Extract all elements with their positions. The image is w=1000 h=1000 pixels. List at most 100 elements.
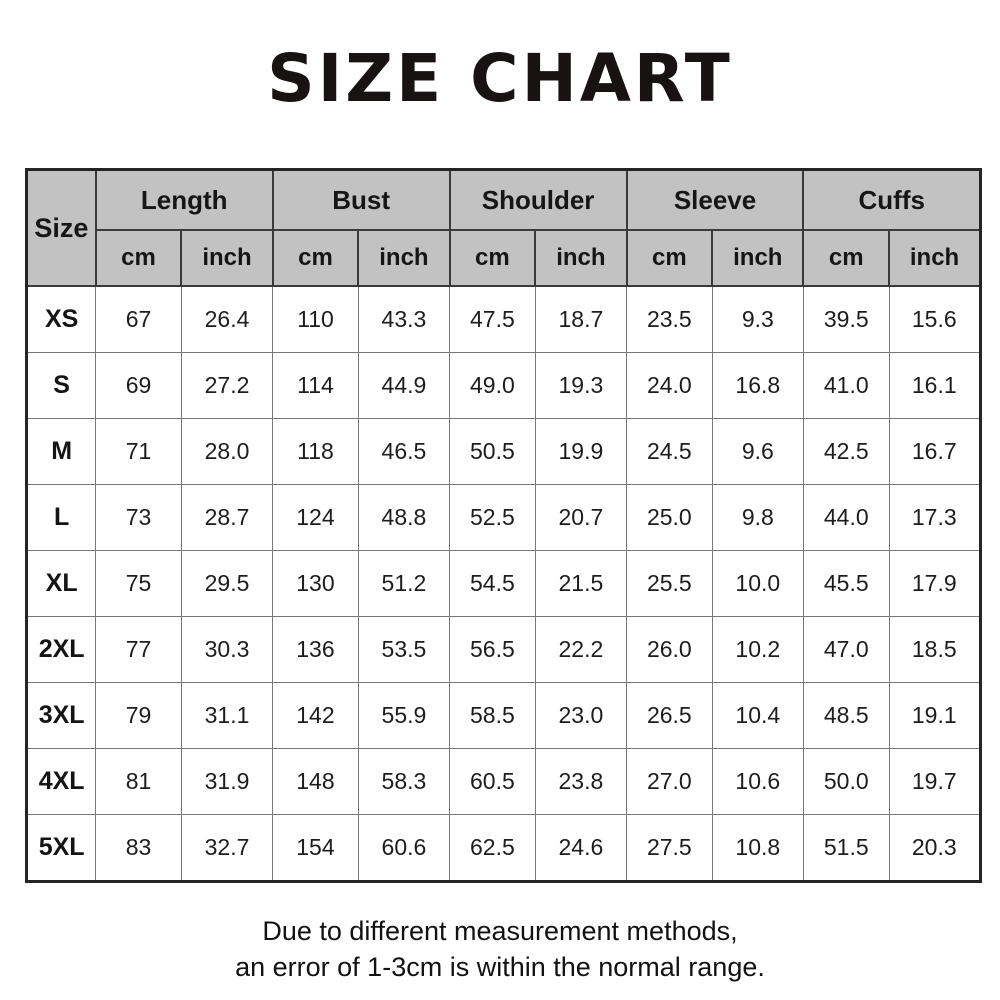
measurement-value: 10.0	[711, 550, 804, 617]
unit-header-inch: inch	[357, 229, 451, 287]
measurement-value: 23.5	[626, 285, 713, 353]
measurement-value: 25.0	[626, 484, 713, 551]
table-row: XL 75 29.5 130 51.2 54.5 21.5 25.5 10.0 …	[25, 550, 982, 617]
measurement-value: 49.0	[449, 352, 536, 419]
measurement-value: 23.0	[534, 682, 628, 749]
measurement-value: 55.9	[357, 682, 451, 749]
measurement-value: 142	[272, 682, 359, 749]
measurement-value: 46.5	[357, 418, 451, 485]
measurement-value: 54.5	[449, 550, 536, 617]
measurement-value: 41.0	[802, 352, 890, 419]
measurement-value: 83	[95, 814, 182, 882]
measurement-value: 130	[272, 550, 359, 617]
measurement-value: 19.3	[534, 352, 628, 419]
measurement-value: 110	[272, 285, 359, 353]
measurement-value: 24.6	[534, 814, 628, 882]
measurement-value: 26.0	[626, 616, 713, 683]
measurement-value: 47.0	[802, 616, 890, 683]
measurement-value: 58.5	[449, 682, 536, 749]
unit-header-inch: inch	[180, 229, 274, 287]
measurement-value: 69	[95, 352, 182, 419]
row-size-label: M	[25, 418, 97, 485]
measurement-value: 124	[272, 484, 359, 551]
measurement-value: 10.6	[711, 748, 804, 815]
measurement-value: 136	[272, 616, 359, 683]
unit-header-cm: cm	[625, 229, 714, 287]
measurement-value: 9.3	[711, 285, 804, 353]
disclaimer-line-2: an error of 1-3cm is within the normal r…	[235, 952, 765, 982]
measurement-value: 31.1	[180, 682, 274, 749]
measurement-value: 62.5	[449, 814, 536, 882]
measurement-value: 44.9	[357, 352, 451, 419]
measurement-value: 81	[95, 748, 182, 815]
measurement-value: 24.5	[626, 418, 713, 485]
measurement-value: 27.0	[626, 748, 713, 815]
table-body: XS 67 26.4 110 43.3 47.5 18.7 23.5 9.3 3…	[25, 285, 982, 882]
measurement-value: 39.5	[802, 285, 890, 353]
measurement-value: 51.2	[357, 550, 451, 617]
measurement-value: 10.4	[711, 682, 804, 749]
measurement-value: 30.3	[180, 616, 274, 683]
unit-header-cm: cm	[271, 229, 360, 287]
measurement-value: 73	[95, 484, 182, 551]
measurement-value: 60.5	[449, 748, 536, 815]
measurement-value: 47.5	[449, 285, 536, 353]
row-size-label: 2XL	[25, 616, 97, 683]
measurement-value: 27.5	[626, 814, 713, 882]
header-group-bust: Bust	[271, 168, 451, 231]
measurement-value: 48.8	[357, 484, 451, 551]
header-size: Size	[25, 168, 97, 287]
measurement-value: 77	[95, 616, 182, 683]
measurement-value: 42.5	[802, 418, 890, 485]
row-size-label: XS	[25, 285, 97, 353]
size-chart-table-container: Size Length Bust Shoulder Sleeve Cuffs c…	[25, 168, 982, 883]
measurement-value: 79	[95, 682, 182, 749]
measurement-value: 9.8	[711, 484, 804, 551]
row-size-label: 5XL	[25, 814, 97, 882]
measurement-value: 19.9	[534, 418, 628, 485]
header-group-sleeve: Sleeve	[625, 168, 805, 231]
unit-header-cm: cm	[448, 229, 537, 287]
table-row: 3XL 79 31.1 142 55.9 58.5 23.0 26.5 10.4…	[25, 682, 982, 749]
measurement-value: 114	[272, 352, 359, 419]
row-size-label: XL	[25, 550, 97, 617]
table-row: M 71 28.0 118 46.5 50.5 19.9 24.5 9.6 42…	[25, 418, 982, 485]
measurement-value: 26.4	[180, 285, 274, 353]
table-header: Size Length Bust Shoulder Sleeve Cuffs c…	[25, 168, 982, 287]
size-chart-table: Size Length Bust Shoulder Sleeve Cuffs c…	[25, 168, 982, 883]
header-group-length: Length	[94, 168, 274, 231]
measurement-value: 31.9	[180, 748, 274, 815]
measurement-value: 19.1	[888, 682, 982, 749]
measurement-value: 29.5	[180, 550, 274, 617]
measurement-value: 43.3	[357, 285, 451, 353]
measurement-value: 17.3	[888, 484, 982, 551]
measurement-value: 58.3	[357, 748, 451, 815]
measurement-value: 154	[272, 814, 359, 882]
measurement-value: 50.0	[802, 748, 890, 815]
measurement-value: 10.8	[711, 814, 804, 882]
table-row: 4XL 81 31.9 148 58.3 60.5 23.8 27.0 10.6…	[25, 748, 982, 815]
measurement-value: 148	[272, 748, 359, 815]
measurement-value: 16.7	[888, 418, 982, 485]
row-size-label: 4XL	[25, 748, 97, 815]
measurement-value: 24.0	[626, 352, 713, 419]
measurement-value: 20.7	[534, 484, 628, 551]
table-row: XS 67 26.4 110 43.3 47.5 18.7 23.5 9.3 3…	[25, 285, 982, 353]
row-size-label: L	[25, 484, 97, 551]
header-group-shoulder: Shoulder	[448, 168, 628, 231]
row-size-label: S	[25, 352, 97, 419]
measurement-value: 22.2	[534, 616, 628, 683]
table-row: 5XL 83 32.7 154 60.6 62.5 24.6 27.5 10.8…	[25, 814, 982, 882]
header-unit-row: cm inch cm inch cm inch cm inch cm inch	[27, 229, 982, 287]
measurement-value: 67	[95, 285, 182, 353]
measurement-value: 56.5	[449, 616, 536, 683]
measurement-value: 21.5	[534, 550, 628, 617]
measurement-value: 25.5	[626, 550, 713, 617]
measurement-value: 20.3	[888, 814, 982, 882]
unit-header-inch: inch	[534, 229, 628, 287]
table-row: 2XL 77 30.3 136 53.5 56.5 22.2 26.0 10.2…	[25, 616, 982, 683]
table-row: S 69 27.2 114 44.9 49.0 19.3 24.0 16.8 4…	[25, 352, 982, 419]
measurement-value: 10.2	[711, 616, 804, 683]
measurement-value: 19.7	[888, 748, 982, 815]
